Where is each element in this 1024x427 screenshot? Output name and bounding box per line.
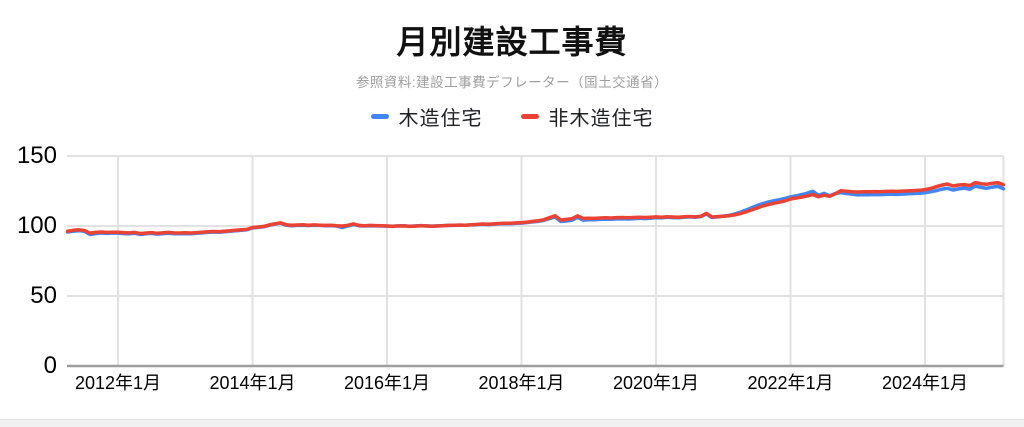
y-tick-label: 0	[43, 352, 57, 379]
x-tick-label: 2016年1月	[343, 373, 431, 393]
y-tick-label: 100	[16, 212, 57, 239]
footer-strip	[0, 419, 1024, 427]
non-wooden-series-line[interactable]	[65, 180, 1006, 236]
legend-item-non-wooden[interactable]: 非木造住宅	[520, 102, 654, 131]
x-tick-label: 2020年1月	[612, 373, 700, 393]
y-tick-label: 50	[30, 282, 57, 309]
legend-label-wooden: 木造住宅	[398, 108, 483, 130]
chart-subtitle: 参照資料:建設工事費デフレーター（国土交通省）	[355, 75, 669, 90]
x-tick-label: 2022年1月	[747, 373, 834, 393]
x-tick-label: 2012年1月	[74, 373, 162, 393]
x-tick-label: 2014年1月	[209, 373, 296, 393]
non-wooden-series-dash-icon	[520, 114, 539, 119]
chart-legend: 木造住宅 非木造住宅	[0, 102, 1024, 131]
chart-title: 月別建設工事費	[396, 24, 628, 60]
legend-item-wooden[interactable]: 木造住宅	[370, 102, 483, 131]
y-tick-label: 150	[16, 142, 57, 169]
x-tick-label: 2024年1月	[881, 373, 969, 393]
legend-label-non-wooden: 非木造住宅	[548, 108, 654, 130]
wooden-series-dash-icon	[370, 114, 389, 119]
x-tick-label: 2018年1月	[478, 373, 565, 393]
